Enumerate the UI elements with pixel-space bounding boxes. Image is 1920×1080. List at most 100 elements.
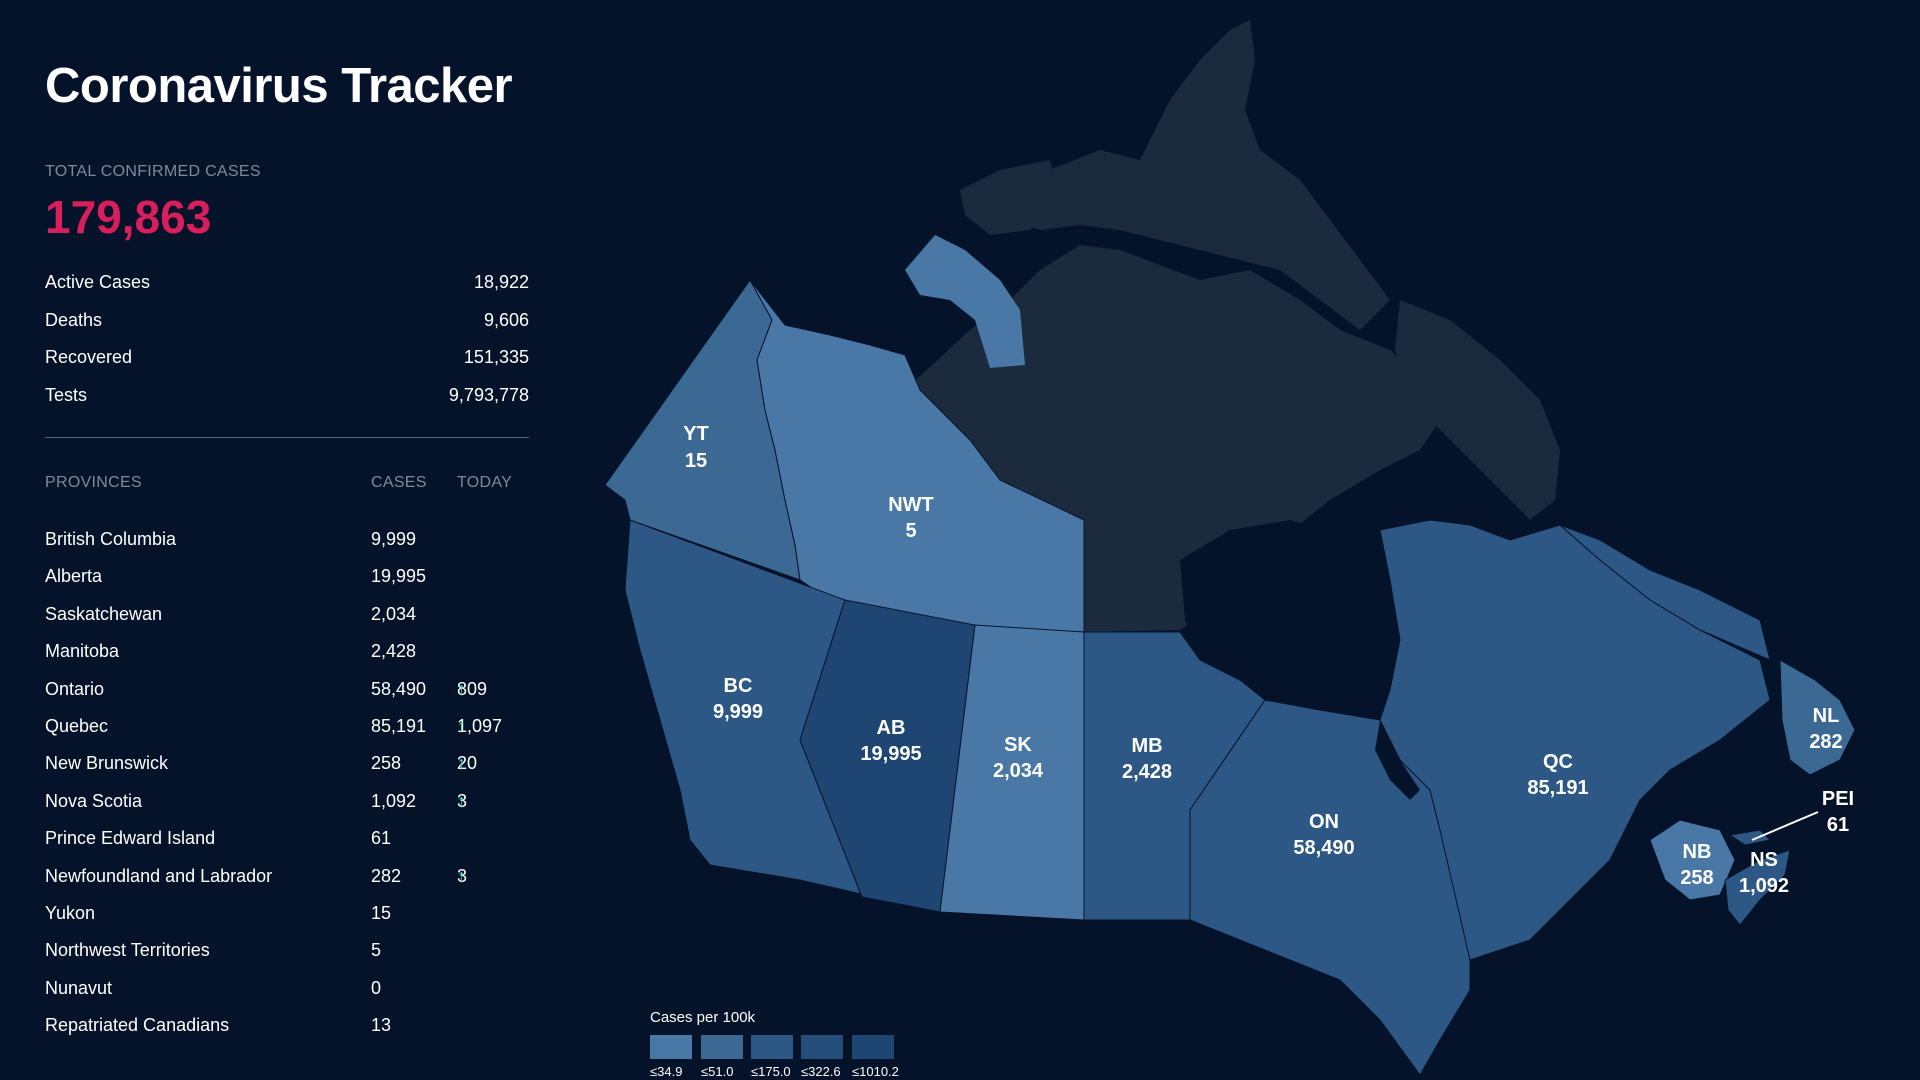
province-cases: 13 [371,1015,392,1036]
province-cases: 0 [371,977,382,998]
arctic-island-west[interactable] [960,160,1060,235]
table-row[interactable]: Saskatchewan 2,034 [45,599,529,636]
label-pei-cases: 61 [1827,814,1849,836]
table-row[interactable]: Quebec 85,191 ↑ 1,097 [45,711,529,748]
province-name: Manitoba [45,641,120,662]
label-ab-abbr: AB [877,717,906,739]
svg-text:1,092: 1,092 [1739,875,1789,897]
legend-title: Cases per 100k [650,1009,756,1026]
map-labels: YT 15 NWT 5 BC 9,999 AB 19,995 SK 2,034 … [683,423,1854,897]
legend-label: ≤175.0 [751,1064,791,1079]
label-bc-cases: 9,999 [713,701,763,723]
province-name: Northwest Territories [45,940,210,961]
province-cases: 85,191 [371,715,427,736]
svg-text:AB: AB [877,717,906,739]
label-sk-cases: 2,034 [993,760,1044,782]
legend-label: ≤51.0 [701,1064,734,1079]
arrow-up-icon: ↑ [457,715,466,736]
label-yt-abbr: YT [683,423,709,445]
province-name: Saskatchewan [45,603,163,624]
svg-text:MB: MB [1131,735,1162,757]
today-value: 3 [457,790,468,811]
svg-text:NB: NB [1683,841,1712,863]
stat-value: 151,335 [463,347,529,367]
svg-text:BC: BC [724,675,753,697]
provinces-table: British Columbia 9,999 Alberta 19,995 Saskat… [45,524,529,1047]
stat-label: Tests [45,384,88,405]
province-today: ↑ 1,097 [457,711,502,741]
svg-text:2,428: 2,428 [1122,761,1172,783]
arctic-island-baffin[interactable] [1395,300,1560,520]
label-nl-abbr: NL [1813,705,1840,727]
header-cases: CASES [371,474,427,491]
section-divider [45,437,529,438]
province-today: ↑ 20 [457,748,477,778]
arrow-up-icon: ↑ [457,865,466,886]
label-sk-abbr: SK [1004,734,1032,756]
province-cases: 58,490 [371,678,427,699]
hudson-bay [1180,520,1400,720]
today-value: 3 [457,865,468,886]
province-nl-labrador[interactable] [1559,524,1771,661]
province-name: Alberta [45,566,103,587]
stat-row-tests: Tests 9,793,778 [45,380,529,418]
table-row[interactable]: Prince Edward Island 61 [45,823,529,860]
label-on-abbr: ON [1309,811,1339,833]
table-row[interactable]: Alberta 19,995 [45,561,529,598]
province-cases: 5 [371,940,382,961]
svg-text:NS: NS [1750,849,1778,871]
nwt-island[interactable] [905,235,1025,368]
province-name: New Brunswick [45,753,169,774]
table-row[interactable]: New Brunswick 258 ↑ 20 [45,748,529,785]
label-mb-abbr: MB [1131,735,1162,757]
label-qc-abbr: QC [1543,751,1573,773]
province-today: ↑ 3 [457,861,467,891]
province-cases: 258 [371,753,402,774]
label-nwt-abbr: NWT [888,494,934,516]
table-row[interactable]: Newfoundland and Labrador 282 ↑ 3 [45,861,529,898]
label-bc-abbr: BC [724,675,753,697]
today-value: 809 [457,678,488,699]
nunavut-region[interactable] [905,245,1440,632]
svg-text:19,995: 19,995 [860,743,921,765]
province-nb[interactable] [1649,819,1736,901]
svg-text:85,191: 85,191 [1527,777,1588,799]
province-cases: 2,034 [371,603,417,624]
table-row[interactable]: Yukon 15 [45,898,529,935]
total-confirmed-label: TOTAL CONFIRMED CASES [45,163,261,180]
pei-leader-line [1751,811,1819,841]
provinces-table-header: PROVINCES CASES TODAY [45,474,529,496]
label-qc-cases: 85,191 [1527,777,1588,799]
province-name: Nova Scotia [45,790,143,811]
table-row[interactable]: British Columbia 9,999 [45,524,529,561]
table-row[interactable]: Nunavut 0 [45,973,529,1010]
svg-text:YT: YT [683,423,709,445]
stat-row-active: Active Cases 18,922 [45,267,529,305]
svg-text:61: 61 [1827,814,1849,836]
province-cases: 282 [371,865,402,886]
province-name: Repatriated Canadians [45,1015,230,1036]
province-ab[interactable] [799,599,976,913]
table-row[interactable]: Nova Scotia 1,092 ↑ 3 [45,786,529,823]
arctic-islands[interactable] [1000,20,1390,330]
stat-row-recovered: Recovered 151,335 [45,342,529,380]
label-ns-cases: 1,092 [1739,875,1789,897]
table-row[interactable]: Northwest Territories 5 [45,935,529,972]
province-ns[interactable] [1724,849,1791,926]
province-nl[interactable] [1779,659,1856,776]
table-row[interactable]: Manitoba 2,428 [45,636,529,673]
legend-label: ≤322.6 [801,1064,841,1079]
table-row[interactable]: Repatriated Canadians 13 [45,1010,529,1047]
province-pei[interactable] [1728,829,1772,846]
svg-text:PEI: PEI [1822,788,1854,810]
svg-text:2,034: 2,034 [993,760,1044,782]
stat-row-deaths: Deaths 9,606 [45,305,529,343]
legend-swatch [701,1035,743,1059]
arrow-up-icon: ↑ [457,753,466,774]
svg-text:58,490: 58,490 [1293,837,1354,859]
table-row[interactable]: Ontario 58,490 ↑ 809 [45,674,529,711]
label-nwt-cases: 5 [905,520,916,542]
province-name: Quebec [45,715,109,736]
header-provinces: PROVINCES [45,474,142,491]
svg-text:QC: QC [1543,751,1573,773]
